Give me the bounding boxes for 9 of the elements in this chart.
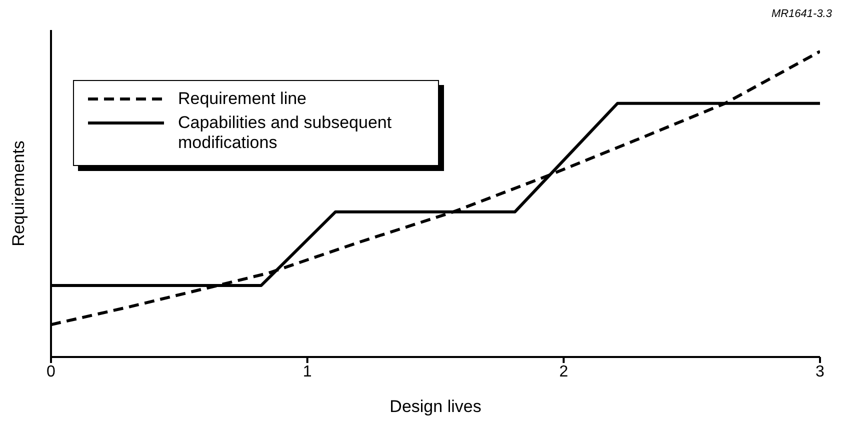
text: MR1641-3.3 [771, 8, 832, 20]
legend-label: Capabilities and subsequent modifications [178, 113, 393, 153]
x-axis-title: Design lives [390, 397, 482, 416]
x-tick-label: 0 [46, 363, 56, 380]
y-axis-title: Requirements [9, 140, 28, 246]
x-tick-label: 1 [302, 363, 312, 380]
legend-label: Requirement line [178, 89, 307, 109]
x-tick-label: 2 [559, 363, 568, 380]
x-tick-label: 3 [816, 363, 825, 380]
